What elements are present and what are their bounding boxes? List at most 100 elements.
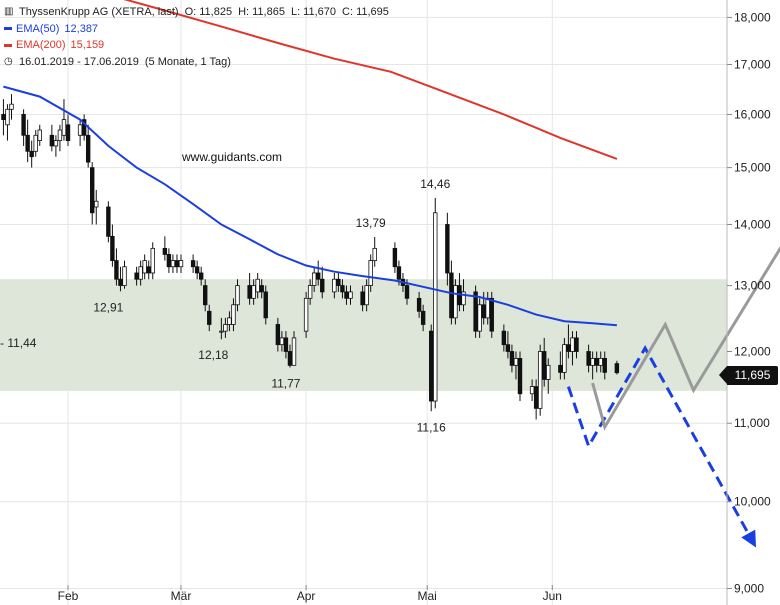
annotation-label: 12,18: [198, 348, 228, 362]
candle-body: [546, 364, 551, 380]
candle-body: [429, 330, 434, 402]
candle-body: [114, 260, 119, 280]
y-tick-label: 13,000: [734, 279, 771, 293]
candle-body: [461, 291, 466, 306]
candle-body: [122, 266, 127, 286]
x-tick-label: Mär: [171, 589, 192, 603]
candle-body: [53, 140, 59, 147]
candle-body: [598, 357, 603, 366]
ema200-swatch: [4, 43, 12, 47]
candle-body: [340, 285, 345, 293]
candle-body: [259, 285, 264, 293]
candle-body: [57, 129, 63, 142]
candle-body: [227, 317, 232, 325]
candle-body: [198, 272, 204, 280]
candle-body: [77, 124, 83, 136]
x-tick-label: Mai: [418, 589, 437, 603]
candlestick-icon: ▥: [4, 6, 14, 17]
legend-ohlc-row: ▥ ThyssenKrupp AG (XETRA, last) O: 11,82…: [4, 4, 389, 21]
y-axis-ticks: 18,000 17,000 16,000 15,000 14,000 13,000 12,0…: [727, 10, 771, 596]
clock-icon: ◷: [4, 55, 13, 67]
candle-body: [320, 278, 325, 293]
ema50-swatch: [4, 27, 12, 31]
candle-body: [542, 351, 547, 380]
candle-body: [90, 167, 95, 214]
y-tick-label: 17,000: [734, 57, 771, 71]
candle-body: [178, 260, 184, 268]
y-tick-label: 18,000: [734, 10, 771, 24]
candle-body: [501, 330, 507, 346]
candle-body: [275, 324, 281, 346]
candle-body: [94, 200, 99, 208]
annotation-label: 11,16: [417, 420, 446, 434]
x-tick-label: Apr: [297, 589, 316, 603]
candle-body: [570, 337, 575, 352]
candle-body: [146, 266, 151, 274]
candle-body: [473, 291, 478, 332]
candle-body: [445, 224, 450, 274]
ema50-value: 12,387: [64, 22, 99, 35]
candle-body: [416, 297, 422, 312]
candle-body: [396, 266, 402, 280]
candle-body: [509, 351, 515, 366]
candle-body: [517, 357, 523, 395]
candle-body: [348, 291, 353, 299]
candle-body: [138, 266, 143, 280]
candle-body: [586, 351, 591, 366]
y-tick-label: 9,000: [734, 582, 764, 596]
candle-body: [170, 260, 176, 268]
candle-body: [336, 278, 341, 286]
candle-body: [485, 297, 490, 319]
candle-body: [5, 108, 10, 126]
ema200-label: EMA(200): [16, 39, 66, 51]
annotation-label: 13,79: [356, 216, 386, 230]
candle-body: [255, 278, 260, 293]
candle-body: [29, 150, 34, 158]
candles: [1, 94, 620, 420]
candle-body: [332, 278, 337, 293]
candle-body: [307, 285, 313, 299]
candle-body: [9, 103, 14, 110]
candle-body: [303, 297, 309, 332]
candle-body: [231, 304, 236, 325]
candle-body: [190, 260, 196, 268]
open-value: O: 11,825: [184, 6, 233, 18]
x-axis-ticks: Feb Mär Apr Mai Jun: [58, 585, 562, 603]
candle-body: [106, 206, 111, 237]
candle-body: [291, 337, 297, 366]
candle-body: [404, 285, 410, 299]
annotation-label: 12,91: [93, 300, 123, 314]
candle-body: [118, 278, 123, 286]
legend-range-row: ◷ 16.01.2019 - 17.06.2019 (5 Monate, 1 T…: [4, 54, 389, 71]
y-tick-label: 16,000: [734, 107, 771, 121]
y-tick-label: 11,000: [734, 416, 770, 430]
price-annotations: 12,91 12,18 11,77 13,79 14,46 11,16: [93, 177, 450, 434]
candle-body: [316, 272, 321, 280]
x-tick-label: Feb: [58, 589, 79, 603]
candle-body: [65, 124, 71, 142]
candle-body: [162, 247, 168, 255]
candle-body: [602, 357, 607, 373]
candle-body: [574, 337, 579, 352]
candle-body: [533, 386, 539, 409]
candle-body: [263, 291, 268, 319]
last-price-tag: 11,695: [719, 366, 778, 385]
ema50-line: [3, 85, 617, 327]
close-value: C: 11,695: [342, 6, 389, 18]
candle-body: [194, 266, 200, 274]
instrument-title: ThyssenKrupp AG (XETRA, last): [19, 6, 179, 18]
candle-body: [142, 260, 147, 274]
candle-body: [61, 119, 67, 136]
candle-body: [364, 285, 369, 306]
ema200-line: [123, 0, 618, 160]
bullish-projection: [591, 245, 780, 431]
candle-body: [37, 129, 42, 142]
candle-body: [392, 247, 398, 268]
ema50-label: EMA(50): [16, 22, 60, 35]
candle-body: [247, 285, 252, 299]
candle-body: [21, 114, 26, 136]
candle-body: [150, 247, 155, 274]
candle-body: [110, 235, 115, 261]
annotation-label: 14,46: [420, 177, 450, 191]
